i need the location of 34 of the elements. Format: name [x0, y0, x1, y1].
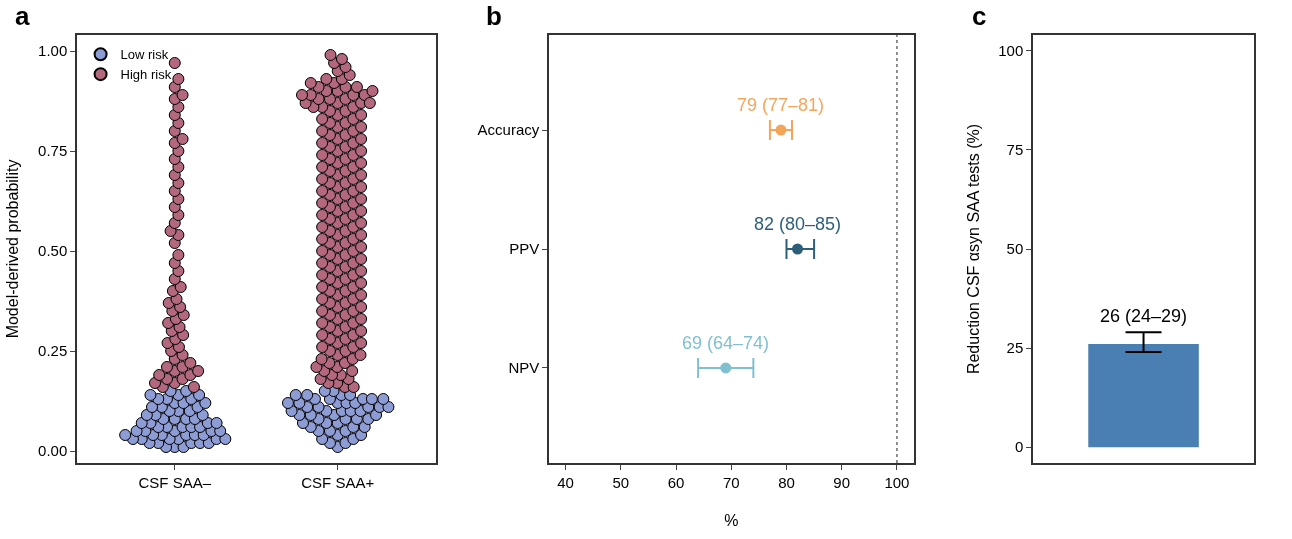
x-tick-label: 70	[722, 473, 740, 491]
x-tick-label: 80	[778, 473, 795, 491]
x-tick-label: CSF SAA+	[301, 473, 375, 491]
chart-title: b	[486, 1, 502, 31]
data-label: 82 (80–85)	[754, 214, 842, 234]
y-tick-label: 0.25	[38, 342, 68, 360]
y-tick-label: PPV	[509, 240, 540, 258]
legend-label: High risk	[120, 67, 172, 83]
y-tick-label: 0.50	[38, 242, 68, 260]
y-tick-label: 100	[998, 42, 1024, 60]
y-tick-label: NPV	[508, 359, 540, 377]
y-tick-label: 0.75	[38, 142, 68, 160]
chart-title: a	[15, 1, 30, 31]
x-axis-title: %	[724, 511, 739, 529]
legend-label: Low risk	[120, 47, 169, 63]
y-tick-label: 0	[1014, 438, 1024, 456]
y-tick-label: 1.00	[38, 42, 68, 60]
x-tick-label: 50	[612, 473, 630, 491]
y-axis-title: Model-derived probability	[4, 159, 22, 339]
y-tick-label: 25	[1006, 339, 1024, 357]
x-tick-label: 90	[833, 473, 851, 491]
x-tick-label: CSF SAA–	[138, 473, 212, 491]
y-tick-label: 75	[1006, 141, 1024, 159]
data-label: 26 (24–29)	[1100, 306, 1188, 326]
data-label: 69 (64–74)	[682, 333, 770, 353]
x-tick-label: 60	[667, 473, 685, 491]
y-tick-label: 50	[1006, 240, 1024, 258]
y-tick-label: 0.00	[38, 442, 68, 460]
chart-title: c	[972, 1, 987, 31]
data-label: 79 (77–81)	[737, 95, 825, 115]
y-axis-title: Reduction CSF αsyn SAA tests (%)	[964, 123, 982, 375]
x-tick-label: 40	[557, 473, 574, 491]
y-tick-label: Accuracy	[477, 121, 540, 139]
x-tick-label: 100	[884, 473, 910, 491]
